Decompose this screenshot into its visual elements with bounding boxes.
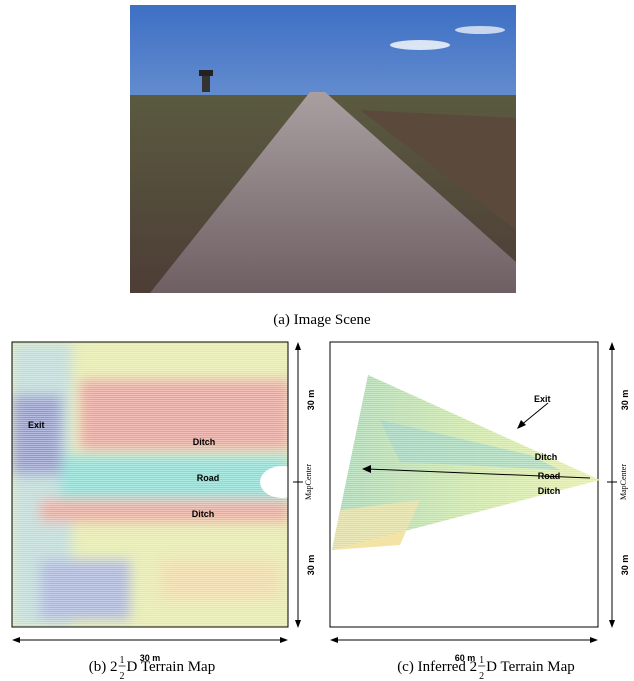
map-label: Road <box>538 471 561 481</box>
map-label: Ditch <box>535 452 558 462</box>
map-center: MapCenter <box>304 464 313 500</box>
map-label: Ditch <box>192 509 215 519</box>
y-extent: 30 m <box>620 390 630 411</box>
map-label: Exit <box>28 420 45 430</box>
caption-text: (c) Inferred 2 <box>397 659 477 675</box>
figure: (a) Image Scene Exit Ditch Road Ditch 30… <box>0 0 634 681</box>
fraction-numerator: 1 <box>120 655 125 666</box>
caption-text: (b) 2 <box>89 659 118 675</box>
map-label: Ditch <box>193 437 216 447</box>
terrain-map <box>12 342 304 627</box>
scene-photo <box>130 5 516 293</box>
fraction-numerator: 1 <box>479 655 484 666</box>
caption-a: (a) Image Scene <box>273 312 371 328</box>
map-label: Ditch <box>538 486 561 496</box>
y-extent: 30 m <box>306 390 316 411</box>
map-center: MapCenter <box>619 464 628 500</box>
fraction-denominator: 2 <box>120 671 125 681</box>
y-extent: 30 m <box>306 555 316 576</box>
caption-text: D Terrain Map <box>127 659 216 675</box>
map-label: Road <box>197 473 220 483</box>
map-label: Exit <box>534 394 551 404</box>
caption-text: D Terrain Map <box>486 659 575 675</box>
fraction-denominator: 2 <box>479 671 484 681</box>
y-extent: 30 m <box>620 555 630 576</box>
